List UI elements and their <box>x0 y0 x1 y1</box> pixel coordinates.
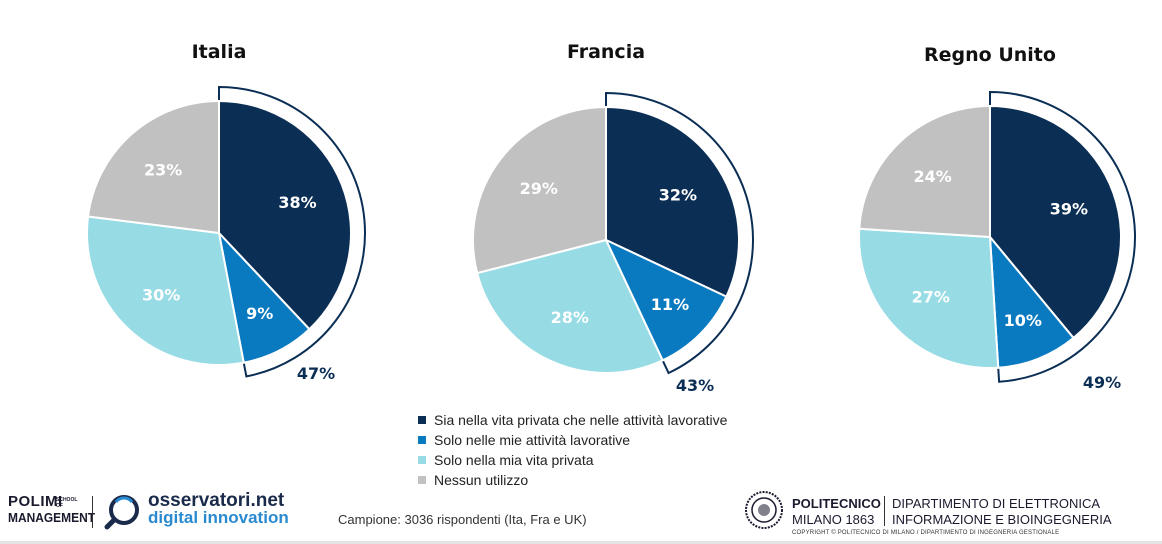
legend-label-no-use: Nessun utilizzo <box>434 472 529 488</box>
pie-title: Francia <box>567 41 645 63</box>
slice-label-private-only: 28% <box>551 308 589 327</box>
department-name: DIPARTIMENTO DI ELETTRONICA INFORMAZIONE… <box>892 496 1112 528</box>
slice-label-both: 38% <box>278 193 316 212</box>
slice-label-private-only: 30% <box>142 286 180 305</box>
pie-slice-both <box>218 99 352 331</box>
politecnico-name-line2: MILANO 1863 <box>792 512 875 527</box>
slice-label-private-only: 27% <box>912 287 950 306</box>
osservatori-logo: osservatori.net digital innovation <box>148 490 289 527</box>
department-name-line1: DIPARTIMENTO DI ELETTRONICA <box>892 496 1101 511</box>
slice-label-work-only: 9% <box>246 304 273 323</box>
pie-3: Regno Unito 39% 10% 27% 24% 49% <box>858 44 1137 392</box>
legend-label-work-only: Solo nelle mie attività lavorative <box>434 432 631 448</box>
legend-swatch-work-only <box>418 436 426 444</box>
legend-swatch-no-use <box>418 476 426 484</box>
slice-label-no-use: 23% <box>144 161 182 180</box>
pie-charts: Italia 38% 9% 30% 23% 47% Francia 32% 11% 28% 29% 4… <box>86 41 1137 395</box>
legend: Sia nella vita privata che nelle attivit… <box>418 410 838 490</box>
slice-label-no-use: 24% <box>913 167 951 186</box>
polimi-logo-line2: MANAGEMENT <box>8 510 96 525</box>
legend-item-private-only: Solo nella mia vita privata <box>418 450 838 470</box>
legend-item-no-use: Nessun utilizzo <box>418 470 838 490</box>
osservatori-logo-line2: digital innovation <box>148 508 289 527</box>
pie-slice-private-only <box>475 238 664 374</box>
polimi-logo-school: SCHOOL OF <box>56 497 78 509</box>
politecnico-seal-icon <box>745 491 783 529</box>
pie-slice-work-only <box>603 237 728 362</box>
pie-title: Italia <box>192 41 247 63</box>
slice-label-both: 32% <box>659 185 697 204</box>
pie-slice-both <box>989 104 1122 340</box>
legend-label-both: Sia nella vita privata che nelle attivit… <box>434 412 728 428</box>
callout-label: 47% <box>297 364 335 383</box>
callout-label: 49% <box>1083 373 1121 392</box>
legend-swatch-private-only <box>418 456 426 464</box>
footer-bottom-line <box>0 541 1162 544</box>
callout-label: 43% <box>676 376 714 395</box>
legend-item-work-only: Solo nelle mie attività lavorative <box>418 430 838 450</box>
department-name-line2: INFORMAZIONE E BIOINGEGNERIA <box>892 512 1112 527</box>
slice-label-both: 39% <box>1050 200 1088 219</box>
legend-label-private-only: Solo nella mia vita privata <box>434 452 594 468</box>
pie-slice-private-only <box>86 215 245 366</box>
copyright-note: COPYRIGHT © POLITECNICO DI MILANO / DIPA… <box>792 530 1060 536</box>
pie-2: Francia 32% 11% 28% 29% 43% <box>472 41 754 395</box>
pie-slice-no-use <box>86 99 220 235</box>
pie-slice-work-only <box>988 233 1075 369</box>
footer-separator-right <box>884 496 885 526</box>
legend-swatch-both <box>418 416 426 424</box>
pie-1: Italia 38% 9% 30% 23% 47% <box>86 41 366 383</box>
politecnico-name: POLITECNICO MILANO 1863 <box>792 496 881 528</box>
pie-title: Regno Unito <box>924 44 1056 66</box>
slice-label-work-only: 10% <box>1004 311 1042 330</box>
polimi-logo-line1: POLIMI <box>8 493 63 510</box>
pie-slice-no-use <box>472 105 607 275</box>
pie-slice-no-use <box>858 104 991 239</box>
polimi-logo: POLIMI MANAGEMENT SCHOOL OF <box>8 494 103 526</box>
pie-slice-both <box>605 105 740 298</box>
osservatori-logo-line1: osservatori.net <box>148 490 285 511</box>
legend-item-both: Sia nella vita privata che nelle attivit… <box>418 410 838 430</box>
sample-note: Campione: 3036 rispondenti (Ita, Fra e U… <box>338 512 587 527</box>
pie-slice-private-only <box>858 227 1000 369</box>
magnifier-logo-icon <box>104 495 139 530</box>
slice-label-no-use: 29% <box>520 179 558 198</box>
footer-separator <box>92 496 93 528</box>
politecnico-name-line1: POLITECNICO <box>792 496 881 511</box>
slice-label-work-only: 11% <box>651 295 689 314</box>
